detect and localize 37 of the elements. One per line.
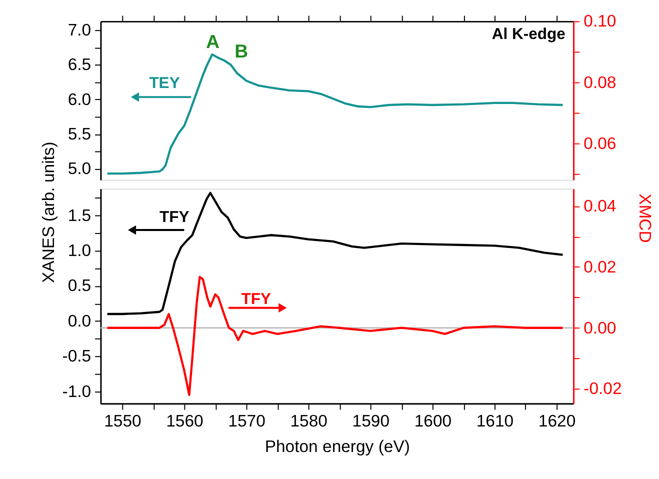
x-tick-label: 1600 [414,412,452,431]
y2-tick-label: 0.00 [584,318,616,338]
y2-tick-label: 0.10 [584,12,616,31]
y2-tick-label: 0.06 [584,134,616,154]
x-axis-title: Photon energy (eV) [264,437,410,456]
annotation: Al K-edge [492,26,566,43]
x-tick-label: 1580 [290,412,328,431]
y-tick-label: -1.0 [62,382,92,401]
x-tick-label: 1560 [166,412,204,431]
x-tick-label: 1550 [104,412,142,431]
y2-tick-label: -0.02 [584,379,622,398]
annotation: A [206,30,220,52]
y-tick-label: 1.0 [68,241,92,260]
y-tick-label: 7.0 [68,20,92,40]
line-series [106,192,564,316]
y-tick-label: 0.5 [68,276,92,296]
y-tick-label: 6.5 [68,55,92,74]
y-tick-label: 1.5 [68,206,92,225]
x-tick-label: 1590 [352,412,390,431]
x-tick-label: 1570 [228,412,266,431]
y-tick-label: 0.0 [68,311,92,330]
y2-tick-label: 0.02 [584,257,616,276]
x-tick-label: 1610 [476,412,514,431]
y2-tick-label: 0.04 [584,196,616,216]
y-tick-label: 5.5 [68,124,92,144]
y2-tick-label: 0.08 [584,72,616,92]
series-label: TEY [149,75,180,92]
y-tick-label: -0.5 [62,346,92,366]
y2-axis-title: XMCD [635,194,654,243]
legend-label: TFY [241,290,272,308]
annotation: B [234,40,248,62]
series-label: TFY [159,209,190,226]
x-tick-label: 1620 [538,412,576,431]
y-axis-title: XANES (arb. units) [39,142,58,283]
y-tick-label: 5.0 [68,159,92,178]
line-series [106,276,564,396]
y-tick-label: 6.0 [68,90,92,109]
